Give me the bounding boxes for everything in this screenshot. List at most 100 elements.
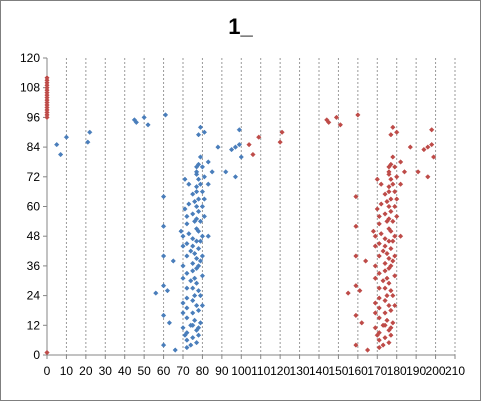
data-point-series-1 — [195, 332, 202, 338]
data-point-series-1 — [215, 144, 221, 150]
data-point-series-1 — [153, 290, 159, 296]
data-point-series-2 — [374, 176, 380, 182]
data-point-series-2 — [376, 295, 382, 301]
data-point-series-1 — [193, 255, 200, 262]
data-point-series-2 — [382, 260, 388, 267]
data-point-series-1 — [192, 250, 198, 257]
data-point-series-1 — [201, 196, 208, 202]
data-point-series-2 — [382, 268, 388, 274]
data-point-series-2 — [380, 342, 386, 348]
data-point-series-2 — [407, 144, 413, 150]
data-point-series-1 — [184, 337, 190, 343]
data-point-series-1 — [197, 124, 204, 130]
data-point-series-1 — [195, 263, 202, 269]
y-tick-label: 0 — [33, 348, 40, 362]
data-point-series-1 — [193, 188, 200, 195]
x-tick-label: 110 — [251, 364, 270, 378]
x-tick-label: 130 — [290, 364, 310, 378]
data-point-series-2 — [390, 258, 396, 264]
data-point-series-1 — [186, 231, 192, 237]
data-point-series-1 — [190, 310, 196, 316]
data-point-series-2 — [364, 347, 371, 353]
x-tick-label: 80 — [196, 364, 210, 378]
data-point-series-2 — [401, 169, 408, 175]
data-point-series-1 — [182, 206, 188, 212]
data-point-series-2 — [246, 141, 252, 148]
data-point-series-2 — [388, 196, 394, 202]
data-point-series-1 — [232, 144, 239, 150]
data-point-series-1 — [160, 223, 167, 229]
data-point-series-1 — [188, 248, 194, 254]
data-point-series-2 — [429, 141, 435, 148]
data-point-series-2 — [384, 250, 390, 257]
data-point-series-2 — [384, 198, 390, 205]
data-point-series-2 — [353, 193, 359, 200]
data-point-series-1 — [190, 243, 196, 249]
y-tick-labels: 0 12 24 36 48 60 72 84 96 108 120 — [20, 51, 40, 362]
data-point-series-1 — [160, 342, 167, 348]
data-point-series-1 — [162, 112, 169, 118]
x-tick-label: 90 — [215, 364, 229, 378]
x-tick-label: 120 — [270, 364, 290, 378]
x-tick-label: 170 — [367, 364, 387, 378]
data-point-series-2 — [372, 243, 378, 249]
data-point-series-2 — [392, 273, 398, 279]
data-point-series-2 — [386, 302, 392, 309]
x-tick-labels: 0 10 20 30 40 50 60 70 80 90 100 110 120 130 140 150 160… — [44, 364, 466, 378]
data-point-series-2 — [397, 159, 404, 165]
data-point-series-2 — [380, 278, 386, 284]
data-point-series-2 — [376, 240, 382, 247]
data-point-series-2 — [355, 112, 361, 118]
data-point-series-2 — [362, 258, 369, 264]
data-point-series-2 — [337, 122, 344, 128]
data-point-series-2 — [390, 154, 396, 160]
data-point-series-1 — [188, 342, 194, 348]
data-point-series-1 — [195, 287, 202, 294]
data-point-series-2 — [382, 322, 388, 328]
data-point-series-1 — [133, 119, 140, 126]
data-point-series-2 — [345, 290, 351, 296]
data-point-series-1 — [197, 320, 204, 326]
data-point-series-2 — [386, 184, 392, 190]
data-point-series-2 — [279, 129, 285, 135]
data-point-series-2 — [353, 312, 359, 319]
data-point-series-1 — [180, 275, 186, 281]
data-point-series-1 — [186, 201, 192, 207]
data-point-series-2 — [392, 164, 398, 170]
data-point-series-2 — [382, 236, 388, 242]
data-point-series-1 — [160, 253, 167, 259]
data-point-series-1 — [178, 228, 184, 234]
x-tick-label: 180 — [387, 364, 407, 378]
data-point-series-2 — [394, 129, 400, 135]
data-point-series-1 — [184, 330, 190, 336]
data-point-series-2 — [386, 238, 392, 244]
data-point-series-2 — [384, 317, 390, 324]
data-point-series-2 — [388, 176, 394, 182]
data-point-series-1 — [172, 347, 178, 353]
x-tick-label: 140 — [309, 364, 329, 378]
data-point-series-2 — [430, 154, 437, 160]
data-point-series-2 — [397, 233, 404, 239]
y-tick-label: 72 — [27, 170, 41, 184]
data-point-series-2 — [390, 292, 396, 299]
data-point-series-1 — [195, 307, 202, 314]
data-point-series-1 — [63, 134, 70, 140]
data-point-series-1 — [190, 322, 196, 328]
data-point-series-1 — [193, 203, 200, 210]
data-point-series-1 — [190, 260, 196, 267]
data-point-series-2 — [382, 285, 388, 291]
data-point-series-1 — [188, 278, 194, 284]
data-point-series-1 — [195, 161, 202, 168]
data-point-series-2 — [277, 139, 283, 145]
x-tick-label: 30 — [99, 364, 113, 378]
x-tick-label: 40 — [118, 364, 132, 378]
data-point-series-2 — [392, 302, 398, 309]
data-point-series-1 — [160, 193, 167, 200]
data-point-series-2 — [376, 344, 382, 351]
data-point-series-1 — [180, 310, 186, 316]
data-point-series-2 — [372, 263, 378, 269]
data-point-series-2 — [394, 196, 400, 202]
data-point-series-1 — [195, 325, 202, 331]
data-point-series-2 — [388, 245, 394, 252]
